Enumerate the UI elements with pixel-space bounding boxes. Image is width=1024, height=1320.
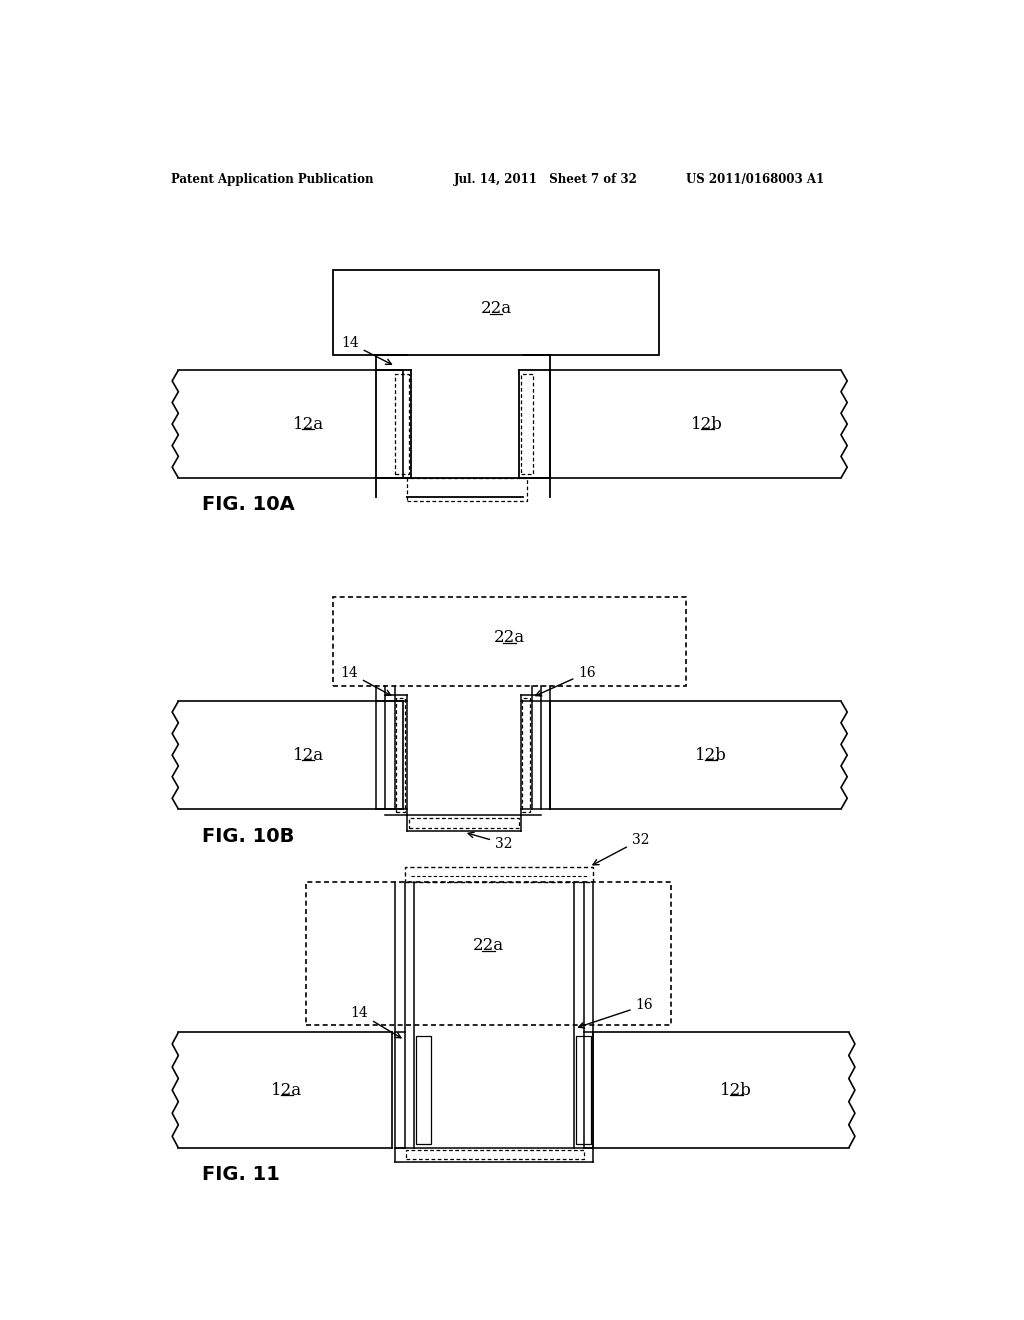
Text: 32: 32	[468, 832, 512, 850]
Bar	[410, 817, 518, 829]
Text: 14: 14	[350, 1006, 401, 1038]
Bar	[521, 374, 534, 474]
Text: 32: 32	[593, 833, 649, 865]
Text: 22a: 22a	[495, 630, 525, 647]
Text: FIG. 10B: FIG. 10B	[202, 826, 294, 846]
Bar	[334, 271, 658, 355]
Text: FIG. 10A: FIG. 10A	[202, 495, 294, 515]
Text: 14: 14	[341, 337, 391, 364]
Text: 16: 16	[536, 665, 596, 696]
Bar	[306, 882, 671, 1024]
Text: 12b: 12b	[721, 1081, 753, 1098]
Text: Patent Application Publication: Patent Application Publication	[171, 173, 373, 186]
Bar	[575, 1036, 592, 1144]
Bar	[407, 478, 527, 502]
Bar	[395, 374, 409, 474]
Bar	[396, 698, 406, 812]
Text: 12b: 12b	[695, 747, 727, 764]
Text: US 2011/0168003 A1: US 2011/0168003 A1	[686, 173, 824, 186]
Text: 12a: 12a	[293, 416, 324, 433]
Text: 12a: 12a	[271, 1081, 302, 1098]
Text: 14: 14	[340, 665, 391, 696]
Bar	[522, 698, 530, 812]
Text: Jul. 14, 2011   Sheet 7 of 32: Jul. 14, 2011 Sheet 7 of 32	[454, 173, 637, 186]
Text: 22a: 22a	[473, 937, 504, 954]
Text: FIG. 11: FIG. 11	[202, 1166, 280, 1184]
Text: 12b: 12b	[691, 416, 723, 433]
Bar	[334, 598, 686, 686]
Text: 12a: 12a	[293, 747, 324, 764]
Text: 22a: 22a	[480, 300, 512, 317]
Bar	[416, 1036, 431, 1144]
Text: 16: 16	[579, 998, 653, 1028]
Bar	[404, 867, 593, 882]
Bar	[407, 1150, 584, 1159]
